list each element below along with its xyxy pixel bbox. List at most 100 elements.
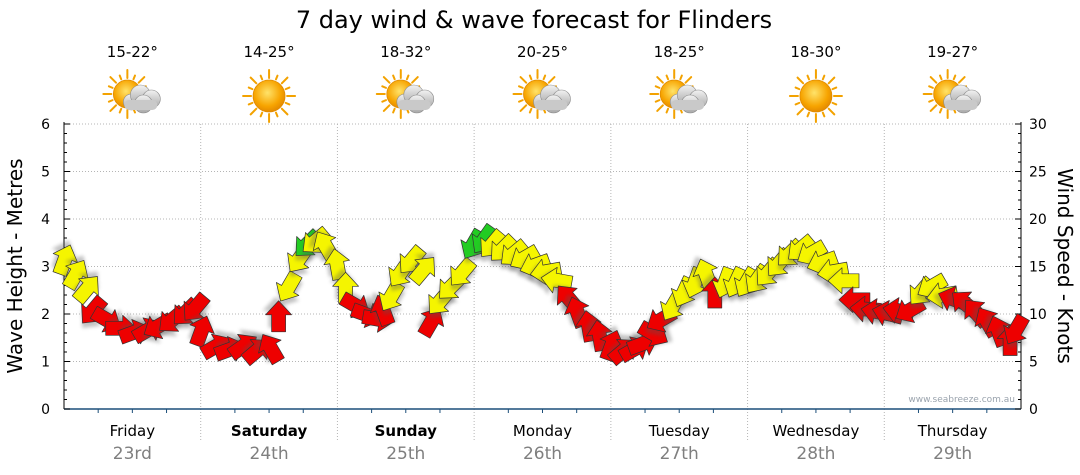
sun-ray (284, 101, 291, 106)
wind-arrow-yellow (275, 270, 303, 307)
sun-ray (542, 74, 547, 81)
sun-ray (118, 107, 123, 114)
sun-ray (665, 107, 670, 114)
sun-ray (247, 86, 254, 91)
sun-ray (794, 101, 801, 106)
day-column: 14-25° Saturday 24th (231, 43, 308, 464)
sun-ray (827, 76, 836, 85)
sun-ray (381, 85, 388, 89)
sun-ray (796, 107, 805, 116)
sun-ray (831, 86, 838, 91)
sun-ray (392, 74, 396, 81)
partly-cloudy-icon (922, 69, 981, 119)
sun-ray (519, 104, 528, 112)
sun-disc (799, 79, 833, 113)
day-name: Wednesday (773, 422, 860, 440)
sun-ray (528, 74, 533, 81)
wind-arrow-body (1003, 313, 1030, 345)
wind-arrow-body (81, 294, 109, 324)
temp-range: 20-25° (517, 43, 568, 61)
sun-disc (252, 79, 286, 113)
sun-ray (794, 86, 801, 91)
wind-arrow-body (827, 267, 860, 295)
sun-ray (259, 74, 264, 81)
sun-ray (284, 86, 291, 91)
sun-ray (274, 74, 279, 81)
cloud-base (534, 100, 568, 110)
day-name: Friday (110, 422, 156, 440)
cloud-shape (533, 84, 571, 114)
y-right-tick-label: 20 (1029, 212, 1047, 228)
y-left-tick-label: 6 (41, 117, 50, 133)
sun-ray (109, 76, 118, 84)
cloud-shape (123, 84, 161, 114)
sun-ray (827, 107, 836, 116)
sun-ray (928, 99, 934, 103)
sun-ray (280, 107, 289, 116)
day-column: 18-32° Sunday 25th (375, 43, 438, 464)
sun-ray (519, 76, 528, 84)
sun-ray (656, 76, 664, 84)
sun-ray (392, 107, 396, 114)
sun-ray (806, 111, 811, 118)
temp-range: 19-27° (927, 43, 978, 61)
wind-arrows (51, 222, 1031, 367)
sun-ray (656, 104, 664, 112)
day-date: 29th (933, 444, 972, 464)
sun-ray (665, 74, 670, 81)
sun-ray (831, 101, 838, 106)
sun-ray (796, 76, 805, 85)
cloud-shape (396, 84, 435, 114)
y-right-tick-label: 15 (1029, 260, 1047, 276)
day-name: Sunday (375, 422, 438, 440)
day-column: 18-30° Wednesday 28th (773, 43, 860, 464)
partly-cloudy-icon (649, 69, 708, 119)
cloud-base (397, 100, 431, 110)
partly-cloudy-icon (375, 69, 435, 119)
partly-cloudy-icon (512, 69, 571, 119)
y-left-tick-label: 0 (41, 402, 50, 418)
day-date: 27th (660, 444, 699, 464)
sun-ray (107, 85, 114, 89)
temp-range: 18-32° (380, 43, 431, 61)
wind-arrow-yellow (795, 239, 829, 271)
sun-ray (938, 107, 943, 114)
day-name: Monday (513, 422, 572, 440)
y-left-tick-label: 2 (41, 307, 50, 323)
sun-ray (381, 99, 388, 103)
wind-arrow-red (253, 332, 285, 366)
day-column: 15-22° Friday 23rd (102, 43, 161, 464)
sun-ray (137, 76, 146, 84)
y-right-tick-label: 25 (1029, 165, 1047, 181)
sun-ray (132, 74, 137, 81)
day-date: 23rd (113, 444, 152, 464)
y-left-tick-label: 4 (41, 212, 50, 228)
day-name: Thursday (917, 422, 988, 440)
sun-ray (280, 76, 289, 85)
sun-ray (382, 76, 391, 84)
sun-ray (929, 104, 938, 112)
day-column: 19-27° Thursday 29th (917, 43, 988, 464)
sun-ray (654, 85, 661, 89)
wind-arrow-red (1003, 313, 1031, 349)
y-axis-left-label: Wave Height - Metres (3, 158, 27, 373)
wind-arrow-yellow (71, 271, 99, 306)
day-date: 26th (523, 444, 562, 464)
sun-ray (821, 74, 826, 81)
grid-lines (64, 123, 1021, 440)
axes: 0 1 2 3 4 5 6 0 5 10 15 20 25 30 (41, 117, 1047, 418)
day-name: Tuesday (648, 422, 710, 440)
sun-ray (382, 104, 391, 112)
day-column: 20-25° Monday 26th (512, 43, 572, 464)
wind-arrow-body (275, 270, 303, 302)
chart-title: 7 day wind & wave forecast for Flinders (296, 6, 772, 34)
sun-ray (928, 85, 934, 89)
sun-ray (107, 99, 114, 103)
y-right-tick-label: 10 (1029, 307, 1047, 323)
sun-ray (938, 74, 943, 81)
cloud-base (671, 100, 705, 110)
partly-cloudy-icon (102, 69, 161, 119)
day-name: Saturday (231, 422, 308, 440)
wind-arrow-red (188, 311, 215, 348)
wind-arrow-yellow (450, 256, 478, 291)
